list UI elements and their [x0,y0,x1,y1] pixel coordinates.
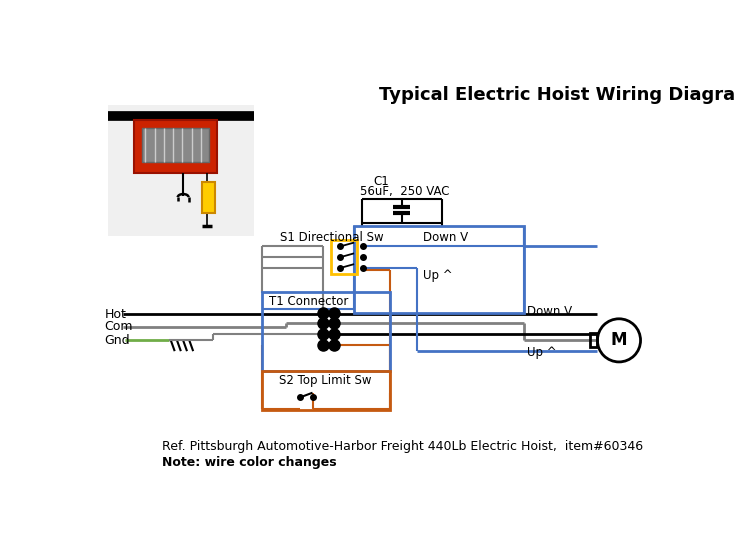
Text: Typical Electric Hoist Wiring Diagram.: Typical Electric Hoist Wiring Diagram. [379,87,736,104]
Text: M: M [611,331,627,349]
Bar [262,292,390,371]
Bar [134,120,217,172]
Text: Com: Com [105,320,133,333]
Text: 56uF,  250 VAC: 56uF, 250 VAC [360,185,450,198]
Bar [202,182,215,213]
Text: Up ^: Up ^ [528,346,557,359]
Bar [107,105,254,236]
Bar [141,128,209,162]
Text: Up ^: Up ^ [423,269,453,282]
Text: Note: wire color changes: Note: wire color changes [162,455,336,469]
Bar [331,240,357,274]
Bar [354,226,523,312]
Text: Down V: Down V [528,305,573,317]
Text: Down V: Down V [423,231,469,243]
Text: S1 Directional Sw: S1 Directional Sw [280,231,383,243]
Text: S2 Top Limit Sw: S2 Top Limit Sw [279,374,371,387]
Text: Hot: Hot [105,307,127,321]
Bar [590,333,598,347]
Text: Ref. Pittsburgh Automotive-Harbor Freight 440Lb Electric Hoist,  item#60346: Ref. Pittsburgh Automotive-Harbor Freigh… [162,440,643,453]
Bar [262,371,390,410]
Text: Gnd: Gnd [105,334,130,347]
Text: T1 Connector: T1 Connector [269,295,349,307]
Text: C1: C1 [373,175,389,188]
